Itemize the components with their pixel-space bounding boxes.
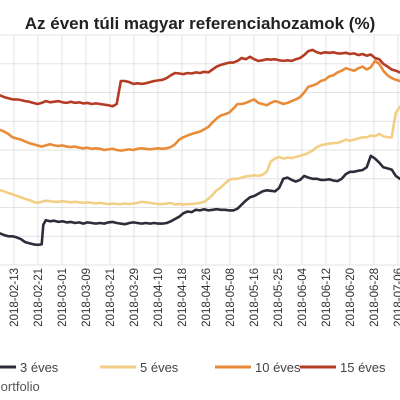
x-tick-label: 2018-05-08	[225, 268, 237, 327]
series-line-2	[0, 105, 400, 206]
x-tick-label: 2018-03-21	[105, 268, 117, 327]
x-tick-label: 2018-02-21	[33, 268, 45, 327]
series-line-4	[0, 48, 400, 108]
x-tick-label: 2018-05-16	[249, 268, 261, 327]
series-lines	[0, 48, 400, 247]
x-tick-label: 2018-04-26	[201, 268, 213, 327]
x-tick-label: 2018-05-25	[273, 268, 285, 327]
legend: 3 éves 5 éves 10 éves 15 éves	[0, 360, 386, 375]
grid	[0, 34, 400, 266]
chart-title: Az éven túli magyar referenciahozamok (%…	[24, 14, 376, 33]
x-tick-label: 2018-03-29	[129, 268, 141, 327]
legend-label: 5 éves	[140, 360, 179, 375]
x-tick-label: 2018-06-28	[369, 268, 381, 327]
x-tick-label: 2018-04-10	[153, 268, 165, 327]
x-tick-label: 2018-06-20	[345, 268, 357, 327]
series-line-3	[0, 59, 400, 152]
x-axis-ticks: 2018-02-13 2018-02-21 2018-03-01 2018-03-09…	[9, 267, 400, 326]
legend-label: 15 éves	[340, 360, 386, 375]
x-tick-label: 2018-06-04	[297, 267, 309, 326]
x-tick-label: 2018-03-09	[81, 268, 93, 327]
x-tick-label: 2018-04-18	[177, 268, 189, 327]
x-tick-label: 2018-02-13	[9, 268, 21, 327]
legend-label: 3 éves	[20, 360, 59, 375]
x-tick-label: 2018-07-06	[393, 268, 400, 327]
source-label: Portfolio	[0, 379, 40, 394]
legend-label: 10 éves	[255, 360, 301, 375]
x-tick-label: 2018-06-12	[321, 268, 333, 327]
x-tick-label: 2018-03-01	[57, 268, 69, 327]
series-line-1	[0, 154, 400, 247]
